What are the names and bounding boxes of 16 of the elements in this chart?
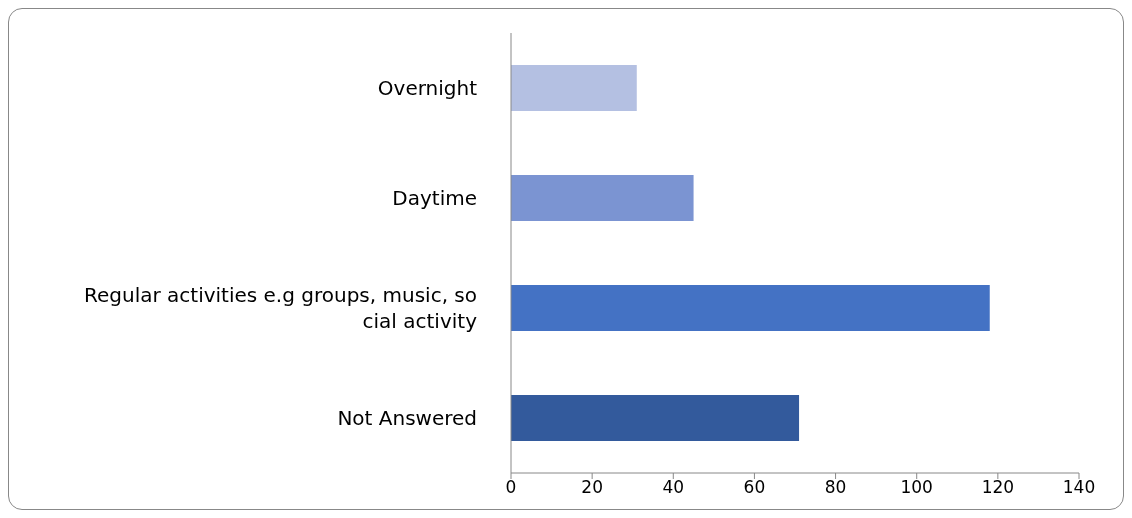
x-tick-label: 0	[505, 477, 517, 498]
y-tick-label: Regular activities e.g groups, music, social activity	[83, 283, 478, 333]
bar	[511, 175, 694, 221]
y-tick-label: Not Answered	[337, 406, 477, 430]
bar	[511, 65, 637, 111]
x-tick-label: 40	[662, 477, 685, 498]
x-tick-label: 20	[581, 477, 603, 498]
bar	[511, 395, 800, 441]
bar	[511, 285, 990, 331]
x-tick-label: 60	[743, 477, 766, 498]
x-tick-label: 100	[900, 477, 933, 498]
y-tick-label: Daytime	[392, 186, 477, 210]
x-tick-label: 140	[1062, 477, 1096, 498]
x-tick-label: 80	[824, 477, 847, 498]
y-tick-label: Overnight	[377, 76, 478, 100]
x-tick-label: 120	[981, 477, 1015, 498]
